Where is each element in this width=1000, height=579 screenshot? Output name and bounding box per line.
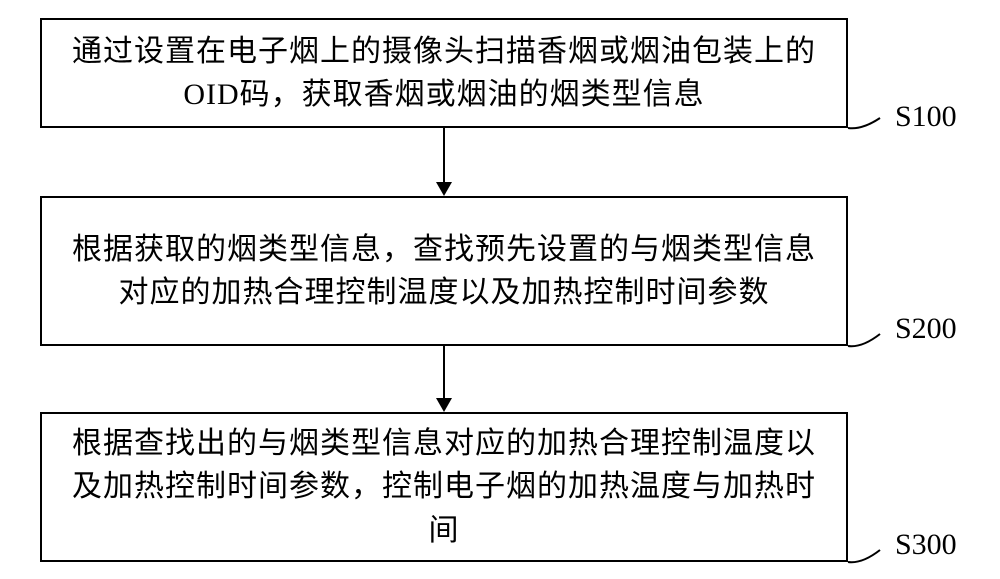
step-text-s300: 根据查找出的与烟类型信息对应的加热合理控制温度以及加热控制时间参数，控制电子烟的… bbox=[62, 422, 826, 553]
step-label-s100: S100 bbox=[895, 100, 957, 134]
flowchart-canvas: 通过设置在电子烟上的摄像头扫描香烟或烟油包装上的OID码，获取香烟或烟油的烟类型… bbox=[0, 0, 1000, 579]
step-text-s100: 通过设置在电子烟上的摄像头扫描香烟或烟油包装上的OID码，获取香烟或烟油的烟类型… bbox=[62, 30, 826, 117]
step-label-s200: S200 bbox=[895, 312, 957, 346]
step-text-s200: 根据获取的烟类型信息，查找预先设置的与烟类型信息对应的加热合理控制温度以及加热控… bbox=[62, 228, 826, 315]
step-box-s200: 根据获取的烟类型信息，查找预先设置的与烟类型信息对应的加热合理控制温度以及加热控… bbox=[40, 196, 848, 346]
step-label-s300: S300 bbox=[895, 528, 957, 562]
step-box-s300: 根据查找出的与烟类型信息对应的加热合理控制温度以及加热控制时间参数，控制电子烟的… bbox=[40, 412, 848, 562]
step-box-s100: 通过设置在电子烟上的摄像头扫描香烟或烟油包装上的OID码，获取香烟或烟油的烟类型… bbox=[40, 18, 848, 128]
